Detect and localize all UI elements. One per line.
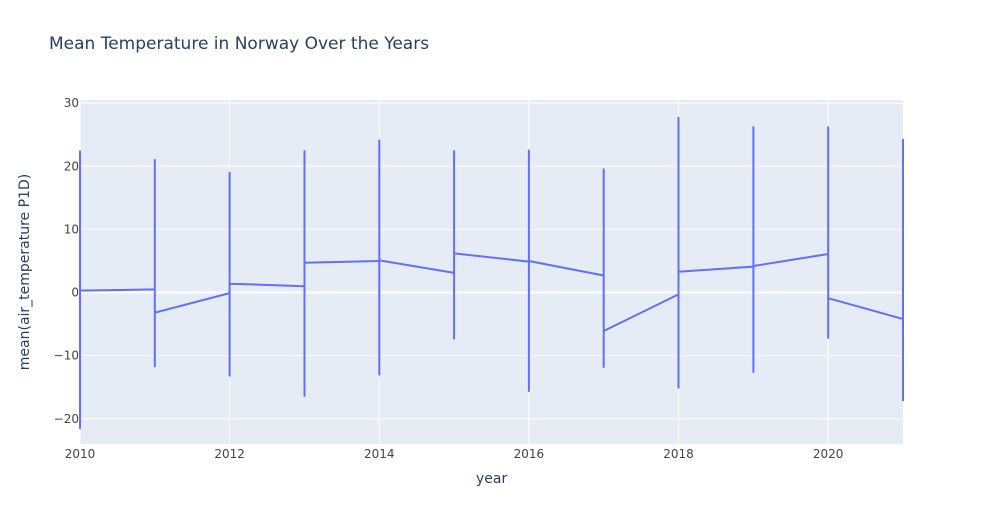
y-tick-label: −20 — [54, 412, 79, 426]
x-tick-label: 2014 — [364, 447, 395, 461]
y-tick-label: 10 — [64, 222, 79, 236]
x-tick-label: 2010 — [65, 447, 96, 461]
x-axis-title: year — [476, 471, 508, 487]
x-tick-label: 2016 — [514, 447, 545, 461]
y-axis-title: mean(air_temperature P1D) — [17, 173, 33, 371]
series-line — [79, 116, 904, 430]
y-axis-ticks: −20 −10 0 10 20 30 — [54, 96, 79, 426]
chart-title: Mean Temperature in Norway Over the Year… — [49, 34, 430, 54]
y-tick-label: 20 — [64, 159, 79, 173]
x-tick-label: 2020 — [813, 447, 844, 461]
x-tick-label: 2018 — [663, 447, 694, 461]
x-axis-ticks: 2010 2012 2014 2016 2018 2020 — [65, 447, 844, 461]
plot-background — [80, 100, 903, 444]
series-layer — [79, 116, 904, 430]
x-tick-label: 2012 — [214, 447, 245, 461]
y-tick-label: 0 — [71, 286, 79, 300]
y-tick-label: 30 — [64, 96, 79, 110]
y-tick-label: −10 — [54, 349, 79, 363]
